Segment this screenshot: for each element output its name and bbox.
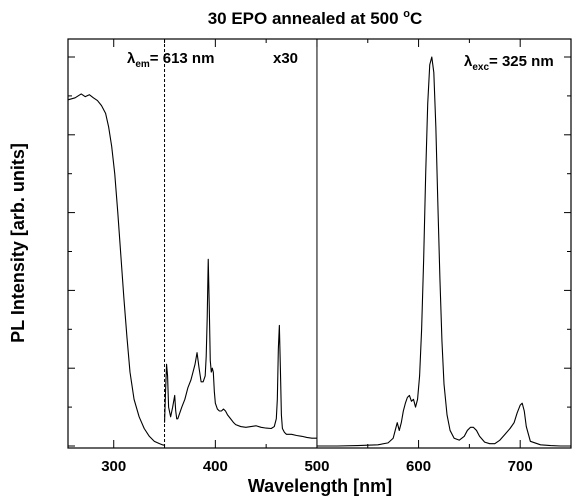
chart-title-degree-sup: o <box>403 8 410 20</box>
chart-title-main: 30 EPO annealed at 500 <box>208 9 404 28</box>
scale-annotation: x30 <box>273 50 298 67</box>
x-tick-label: 700 <box>508 458 533 475</box>
chart-title: 30 EPO annealed at 500 oC <box>208 8 423 28</box>
x-tick-label: 300 <box>101 458 126 475</box>
x-tick-label: 500 <box>304 458 329 475</box>
axis-ticks <box>68 39 571 448</box>
series-emission <box>316 56 571 447</box>
x-tick-label: 600 <box>406 458 431 475</box>
divider-lines <box>164 39 318 448</box>
lambda-exc-annotation: λexc= 325 nm <box>464 53 554 73</box>
lambda-em-annotation: λem= 613 nm <box>127 50 214 70</box>
lambda-em-symbol: λ <box>127 50 136 67</box>
series-emission_x30 <box>163 258 317 439</box>
x-tick-labels: 300 400 500 600 700 <box>101 458 532 475</box>
lambda-exc-value: = 325 nm <box>489 53 554 70</box>
chart-title-unit: C <box>410 9 422 28</box>
lambda-em-subscript: em <box>135 59 150 70</box>
series-lines <box>67 56 571 447</box>
lambda-exc-subscript: exc <box>472 62 489 73</box>
y-axis-title: PL Intensity [arb. units] <box>8 143 28 343</box>
plot-frame <box>67 38 572 449</box>
x-axis-title: Wavelength [nm] <box>248 476 392 496</box>
x-tick-label: 400 <box>203 458 228 475</box>
lambda-exc-symbol: λ <box>464 53 473 70</box>
series-excitation <box>67 93 165 446</box>
lambda-em-value: = 613 nm <box>150 50 215 67</box>
